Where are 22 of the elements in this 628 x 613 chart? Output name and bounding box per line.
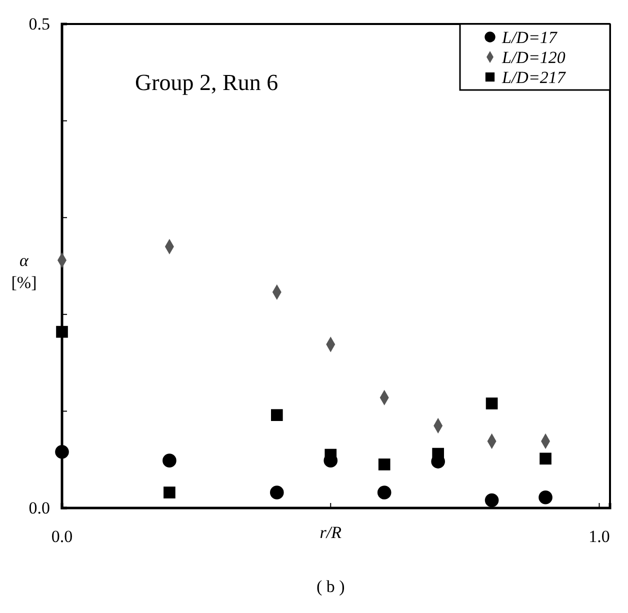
legend-label: L/D=120: [501, 48, 566, 67]
y-tick-label: 0.5: [28, 14, 50, 34]
point: [484, 493, 499, 508]
point: [56, 326, 68, 338]
point: [377, 486, 392, 500]
x-tick-label: 1.0: [588, 527, 610, 546]
point: [432, 448, 444, 460]
y-axis-title: α [%]: [11, 251, 37, 292]
annotation: Group 2, Run 6: [135, 70, 278, 95]
point: [162, 454, 176, 468]
point: [55, 444, 69, 459]
point: [378, 458, 390, 470]
point: [270, 486, 284, 500]
point: [538, 490, 552, 504]
point: [164, 486, 176, 498]
point: [486, 398, 498, 410]
x-axis-title: r/R: [320, 523, 342, 542]
legend-label: L/D=217: [501, 68, 567, 87]
point: [270, 409, 283, 421]
point: [540, 452, 552, 465]
legend-label: L/D=17: [501, 28, 558, 47]
text: ( b ): [316, 577, 345, 596]
